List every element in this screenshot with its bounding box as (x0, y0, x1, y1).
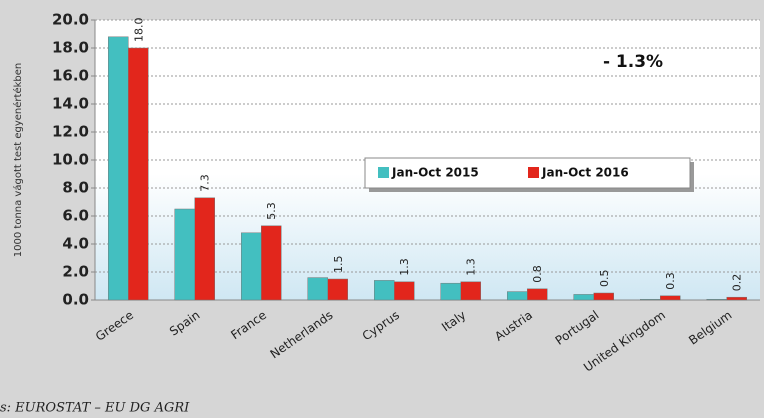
x-tick-label: Netherlands (268, 308, 336, 361)
x-tick-label: Austria (492, 308, 535, 344)
x-tick-label: France (228, 308, 269, 342)
data-label: 0.5 (598, 270, 611, 288)
source: s: EUROSTAT – EU DG AGRI (0, 401, 190, 416)
bar (440, 282, 461, 301)
bar (660, 295, 681, 301)
y-tick-label: 10.0 (52, 151, 89, 169)
y-tick-label: 16.0 (52, 67, 89, 85)
data-label: 0.8 (531, 265, 544, 283)
data-label: 1.3 (465, 258, 478, 276)
bar (374, 280, 395, 301)
y-tick-label: 2.0 (62, 263, 89, 281)
bar (241, 232, 262, 301)
legend-swatch (528, 167, 539, 178)
bar (128, 47, 149, 301)
y-tick-label: 14.0 (52, 95, 89, 113)
x-tick-label: Italy (439, 308, 468, 334)
bar (174, 208, 195, 301)
y-axis-label: 1000 tonna vágott test egyenértékben (12, 63, 24, 257)
annotation: - 1.3% (603, 52, 663, 72)
y-tick-label: 6.0 (62, 207, 89, 225)
legend-label: Jan-Oct 2016 (541, 166, 629, 180)
x-tick-label: Cyprus (360, 308, 402, 343)
x-tick-label: Portugal (553, 308, 602, 348)
data-label: 7.3 (199, 174, 212, 192)
data-label: 18.0 (132, 18, 145, 43)
bar (593, 292, 614, 301)
bar (460, 281, 481, 301)
y-tick-label: 8.0 (62, 179, 89, 197)
bar (394, 281, 415, 301)
bar (726, 296, 747, 301)
legend: Jan-Oct 2015 Jan-Oct 2016 (364, 157, 694, 192)
x-tick-label: Spain (167, 308, 202, 339)
bar (640, 299, 661, 301)
bar (573, 294, 594, 301)
data-label: 0.3 (664, 272, 677, 290)
x-tick-label: Greece (93, 308, 136, 344)
data-label: 1.5 (332, 256, 345, 274)
y-tick-label: 4.0 (62, 235, 89, 253)
legend-label: Jan-Oct 2015 (391, 166, 479, 180)
bar (261, 225, 282, 301)
bar (307, 277, 328, 301)
bar (327, 278, 348, 301)
y-tick-label: 0.0 (62, 291, 89, 309)
bar (706, 299, 727, 301)
legend-box (364, 157, 691, 189)
bar (194, 197, 215, 301)
data-label: 5.3 (265, 202, 278, 220)
bar (507, 291, 528, 301)
y-tick-label: 20.0 (52, 11, 89, 29)
bar (108, 36, 129, 301)
data-label: 1.3 (398, 258, 411, 276)
legend-swatch (378, 167, 389, 178)
y-tick-label: 12.0 (52, 123, 89, 141)
data-label: 0.2 (731, 274, 744, 292)
y-tick-label: 18.0 (52, 39, 89, 57)
bar (527, 288, 548, 301)
x-tick-label: Belgium (686, 308, 734, 348)
